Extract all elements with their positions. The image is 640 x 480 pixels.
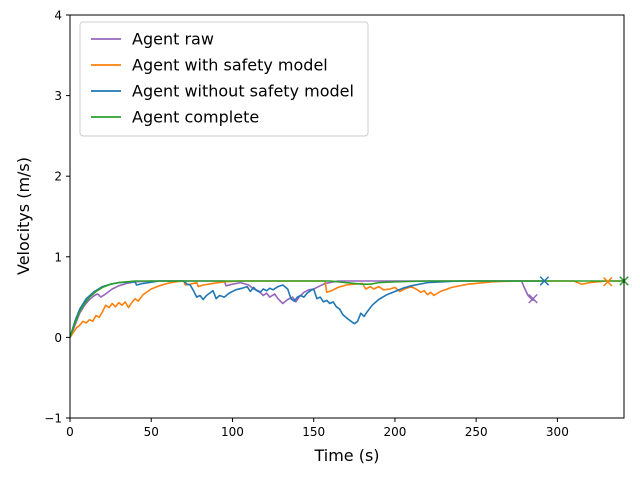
legend: Agent raw Agent with safety model Agent wi…: [79, 21, 369, 137]
y-tick-label: 2: [54, 170, 62, 184]
series-end-marker-3: [539, 276, 550, 286]
series-end-marker-2: [603, 277, 613, 287]
x-tick-label: 150: [302, 425, 325, 439]
plot-area: [69, 14, 629, 419]
x-axis-ticks: 0 50 100 150 200 250 300: [66, 418, 569, 439]
legend-label: Agent without safety model: [132, 82, 354, 101]
series-line-1: [70, 280, 534, 339]
series-line-3: [70, 280, 546, 339]
legend-box: [79, 21, 369, 137]
y-axis-title: Velocitys (m/s): [14, 157, 33, 275]
series-end-marker-1: [528, 293, 538, 304]
y-tick-label: 0: [54, 331, 62, 345]
series-line-4: [70, 280, 624, 339]
x-tick-label: 250: [465, 425, 488, 439]
x-tick-label: 100: [221, 425, 244, 439]
y-tick-label: 1: [54, 250, 62, 264]
y-tick-label: 3: [54, 89, 62, 103]
x-tick-label: 300: [546, 425, 569, 439]
series-line-2: [70, 280, 624, 339]
x-tick-label: 50: [144, 425, 159, 439]
legend-label: Agent with safety model: [132, 56, 328, 75]
x-tick-label: 200: [383, 425, 406, 439]
legend-label: Agent complete: [132, 108, 259, 127]
series-lines: [70, 280, 624, 339]
x-tick-label: 0: [66, 425, 74, 439]
legend-label: Agent raw: [132, 30, 214, 49]
y-tick-label: 4: [54, 9, 62, 23]
x-axis-title: Time (s): [313, 446, 379, 465]
y-tick-label: −1: [44, 412, 62, 426]
y-axis-ticks: −1 0 1 2 3 4: [44, 9, 70, 426]
plot-frame: [69, 14, 625, 419]
